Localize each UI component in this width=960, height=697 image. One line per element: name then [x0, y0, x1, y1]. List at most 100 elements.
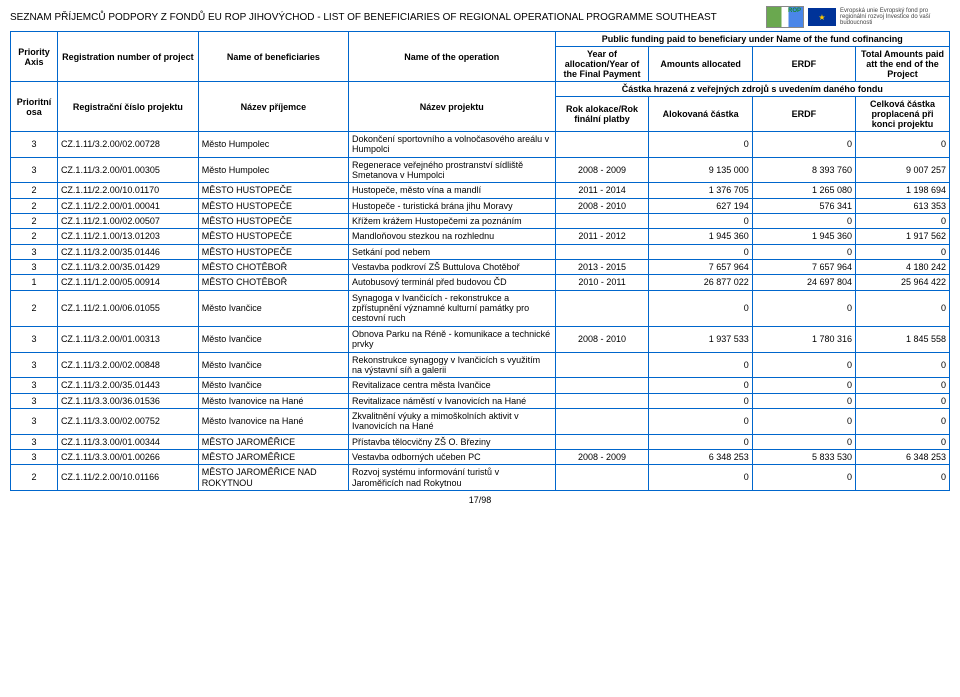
cell-reg: CZ.1.11/3.3.00/01.00344: [57, 434, 198, 449]
hdr-year-cz: Rok alokace/Rok finální platby: [555, 97, 649, 132]
cell-axis: 2: [11, 198, 58, 213]
cell-axis: 3: [11, 378, 58, 393]
cell-year: [555, 378, 649, 393]
table-row: 1CZ.1.11/1.2.00/05.00914MĚSTO CHOTĚBOŘAu…: [11, 275, 950, 290]
cell-year: 2010 - 2011: [555, 275, 649, 290]
cell-erdf: 5 833 530: [752, 449, 855, 464]
cell-operation: Revitalizace náměstí v Ivanovicích na Ha…: [349, 393, 556, 408]
cell-beneficiary: MĚSTO HUSTOPEČE: [198, 244, 348, 259]
cell-axis: 2: [11, 229, 58, 244]
cell-total: 0: [856, 393, 950, 408]
cell-reg: CZ.1.11/1.2.00/05.00914: [57, 275, 198, 290]
cell-amount: 1 376 705: [649, 183, 752, 198]
cell-operation: Dokončení sportovního a volnočasového ar…: [349, 132, 556, 158]
cell-axis: 3: [11, 434, 58, 449]
cell-axis: 3: [11, 132, 58, 158]
cell-total: 1 917 562: [856, 229, 950, 244]
cell-total: 0: [856, 290, 950, 326]
table-row: 3CZ.1.11/3.3.00/36.01536Město Ivanovice …: [11, 393, 950, 408]
cell-amount: 0: [649, 408, 752, 434]
cell-year: [555, 244, 649, 259]
cell-reg: CZ.1.11/2.1.00/02.00507: [57, 214, 198, 229]
cell-total: 4 180 242: [856, 260, 950, 275]
table-row: 2CZ.1.11/2.1.00/13.01203MĚSTO HUSTOPEČEM…: [11, 229, 950, 244]
cell-amount: 26 877 022: [649, 275, 752, 290]
cell-total: 0: [856, 408, 950, 434]
cell-reg: CZ.1.11/3.2.00/02.00848: [57, 352, 198, 378]
hdr-axis-en: Priority Axis: [11, 32, 58, 82]
cell-amount: 0: [649, 290, 752, 326]
hdr-sep: Částka hrazená z veřejných zdrojů s uved…: [555, 82, 949, 97]
cell-erdf: 1 945 360: [752, 229, 855, 244]
cell-axis: 3: [11, 393, 58, 408]
cell-operation: Autobusový terminál před budovou ČD: [349, 275, 556, 290]
cell-total: 9 007 257: [856, 157, 950, 183]
cell-axis: 2: [11, 465, 58, 491]
cell-erdf: 24 697 804: [752, 275, 855, 290]
table-row: 3CZ.1.11/3.2.00/01.00313Město IvančiceOb…: [11, 326, 950, 352]
hdr-tot-en: Total Amounts paid att the end of the Pr…: [856, 47, 950, 82]
cell-amount: 0: [649, 214, 752, 229]
table-row: 3CZ.1.11/3.2.00/02.00728Město HumpolecDo…: [11, 132, 950, 158]
cell-total: 1 198 694: [856, 183, 950, 198]
cell-erdf: 0: [752, 132, 855, 158]
table-row: 3CZ.1.11/3.3.00/01.00266MĚSTO JAROMĚŘICE…: [11, 449, 950, 464]
cell-axis: 3: [11, 326, 58, 352]
cell-reg: CZ.1.11/3.2.00/02.00728: [57, 132, 198, 158]
table-row: 3CZ.1.11/3.2.00/01.00305Město HumpolecRe…: [11, 157, 950, 183]
table-row: 2CZ.1.11/2.1.00/02.00507MĚSTO HUSTOPEČEK…: [11, 214, 950, 229]
cell-beneficiary: MĚSTO HUSTOPEČE: [198, 214, 348, 229]
cell-total: 0: [856, 378, 950, 393]
cell-beneficiary: MĚSTO CHOTĚBOŘ: [198, 275, 348, 290]
cell-operation: Rekonstrukce synagogy v Ivančicích s vyu…: [349, 352, 556, 378]
cell-total: 0: [856, 434, 950, 449]
hdr-year-en: Year of allocation/Year of the Final Pay…: [555, 47, 649, 82]
cell-erdf: 0: [752, 290, 855, 326]
cell-amount: 0: [649, 393, 752, 408]
page-title: SEZNAM PŘÍJEMCŮ PODPORY Z FONDŮ EU ROP J…: [10, 12, 717, 23]
cell-beneficiary: Město Ivanovice na Hané: [198, 393, 348, 408]
table-row: 2CZ.1.11/2.2.00/10.01170MĚSTO HUSTOPEČEH…: [11, 183, 950, 198]
cell-amount: 1 937 533: [649, 326, 752, 352]
cell-erdf: 576 341: [752, 198, 855, 213]
beneficiaries-table: Priority Axis Registration number of pro…: [10, 31, 950, 491]
cell-operation: Obnova Parku na Réně - komunikace a tech…: [349, 326, 556, 352]
cell-erdf: 7 657 964: [752, 260, 855, 275]
hdr-op-cz: Název projektu: [349, 82, 556, 132]
cell-year: [555, 434, 649, 449]
cell-amount: 0: [649, 352, 752, 378]
table-row: 3CZ.1.11/3.3.00/01.00344MĚSTO JAROMĚŘICE…: [11, 434, 950, 449]
cell-reg: CZ.1.11/3.2.00/35.01429: [57, 260, 198, 275]
header-sep-row: Prioritní osa Registrační číslo projektu…: [11, 82, 950, 97]
hdr-ben-en: Name of beneficiaries: [198, 32, 348, 82]
cell-amount: 6 348 253: [649, 449, 752, 464]
cell-total: 0: [856, 244, 950, 259]
cell-year: [555, 465, 649, 491]
cell-axis: 1: [11, 275, 58, 290]
hdr-ben-cz: Název příjemce: [198, 82, 348, 132]
cell-operation: Revitalizace centra města Ivančice: [349, 378, 556, 393]
cell-beneficiary: Město Ivanovice na Hané: [198, 408, 348, 434]
table-row: 3CZ.1.11/3.2.00/02.00848Město IvančiceRe…: [11, 352, 950, 378]
cell-amount: 9 135 000: [649, 157, 752, 183]
cell-operation: Přístavba tělocvičny ZŠ O. Březiny: [349, 434, 556, 449]
cell-reg: CZ.1.11/2.2.00/10.01166: [57, 465, 198, 491]
cell-beneficiary: MĚSTO HUSTOPEČE: [198, 198, 348, 213]
hdr-amt-en: Amounts allocated: [649, 47, 752, 82]
cell-beneficiary: Město Ivančice: [198, 352, 348, 378]
cell-operation: Setkání pod nebem: [349, 244, 556, 259]
cell-amount: 0: [649, 132, 752, 158]
hdr-amt-cz: Alokovaná částka: [649, 97, 752, 132]
cell-erdf: 0: [752, 214, 855, 229]
cell-operation: Synagoga v Ivančicích - rekonstrukce a z…: [349, 290, 556, 326]
cell-reg: CZ.1.11/2.1.00/13.01203: [57, 229, 198, 244]
cell-erdf: 0: [752, 434, 855, 449]
cell-amount: 0: [649, 434, 752, 449]
page-number: 17/98: [10, 495, 950, 505]
cell-reg: CZ.1.11/3.3.00/02.00752: [57, 408, 198, 434]
cell-beneficiary: MĚSTO JAROMĚŘICE NAD ROKYTNOU: [198, 465, 348, 491]
cell-reg: CZ.1.11/3.2.00/01.00305: [57, 157, 198, 183]
header-super-row: Priority Axis Registration number of pro…: [11, 32, 950, 47]
hdr-erdf-cz: ERDF: [752, 97, 855, 132]
cell-amount: 7 657 964: [649, 260, 752, 275]
